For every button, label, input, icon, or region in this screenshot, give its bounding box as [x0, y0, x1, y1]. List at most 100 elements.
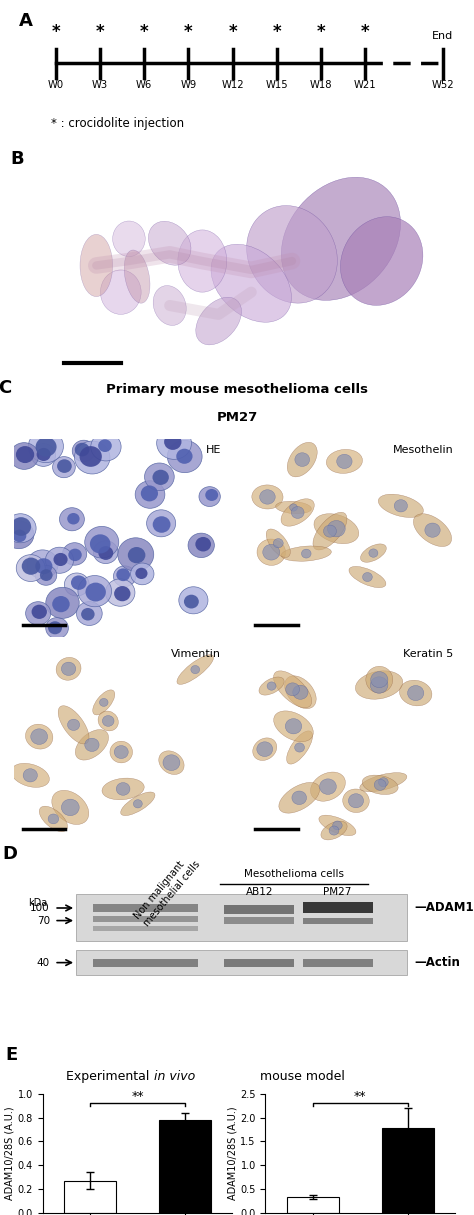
Ellipse shape — [39, 807, 67, 831]
Ellipse shape — [178, 230, 227, 292]
Circle shape — [146, 510, 176, 537]
Text: Experimental: Experimental — [66, 1070, 154, 1084]
Text: Vimentin: Vimentin — [171, 649, 221, 659]
Circle shape — [53, 457, 75, 477]
Circle shape — [374, 779, 386, 790]
Text: PM27: PM27 — [323, 887, 352, 898]
Circle shape — [93, 541, 118, 564]
Circle shape — [329, 826, 339, 835]
Text: * : crocidolite injection: * : crocidolite injection — [52, 118, 184, 130]
Text: in vivo: in vivo — [154, 1070, 195, 1084]
Circle shape — [90, 535, 110, 554]
Ellipse shape — [279, 782, 319, 813]
Circle shape — [72, 440, 95, 462]
Circle shape — [71, 576, 87, 590]
Text: *: * — [95, 23, 104, 41]
Ellipse shape — [356, 671, 403, 699]
Text: 100: 100 — [30, 903, 50, 912]
Circle shape — [100, 699, 108, 706]
Bar — [64, 1181, 116, 1213]
Text: W6: W6 — [136, 80, 152, 90]
Bar — [93, 904, 198, 912]
Circle shape — [114, 586, 130, 601]
Ellipse shape — [259, 677, 284, 695]
Circle shape — [46, 547, 73, 573]
Circle shape — [46, 587, 79, 618]
Circle shape — [5, 514, 36, 543]
Circle shape — [116, 782, 130, 796]
Ellipse shape — [93, 690, 115, 714]
Ellipse shape — [159, 751, 184, 774]
Circle shape — [63, 543, 87, 565]
Circle shape — [195, 537, 211, 552]
Bar — [303, 917, 373, 925]
Ellipse shape — [343, 789, 369, 813]
Ellipse shape — [314, 514, 359, 543]
Circle shape — [85, 583, 106, 601]
Circle shape — [57, 459, 72, 473]
Circle shape — [31, 729, 47, 745]
Text: 70: 70 — [37, 916, 50, 926]
Circle shape — [26, 601, 51, 625]
Circle shape — [205, 488, 218, 501]
Circle shape — [191, 666, 200, 673]
Ellipse shape — [366, 666, 393, 693]
Text: **: ** — [131, 1090, 144, 1103]
Circle shape — [85, 526, 119, 558]
Circle shape — [370, 677, 388, 694]
Circle shape — [323, 525, 337, 537]
Ellipse shape — [349, 566, 386, 588]
Text: W18: W18 — [310, 80, 332, 90]
Circle shape — [333, 821, 342, 830]
Ellipse shape — [113, 221, 145, 256]
Circle shape — [28, 430, 64, 463]
Circle shape — [48, 814, 59, 824]
Circle shape — [67, 719, 80, 730]
Text: *: * — [184, 23, 192, 41]
Ellipse shape — [319, 815, 356, 836]
Text: Non malignant
mesothelial cells: Non malignant mesothelial cells — [133, 852, 202, 928]
Circle shape — [141, 486, 158, 502]
Text: W0: W0 — [47, 80, 64, 90]
Ellipse shape — [102, 778, 144, 799]
Ellipse shape — [121, 792, 155, 815]
Circle shape — [291, 507, 304, 519]
Circle shape — [199, 487, 220, 507]
Ellipse shape — [413, 514, 452, 547]
Text: W15: W15 — [265, 80, 288, 90]
Bar — [76, 950, 408, 974]
Circle shape — [145, 463, 174, 491]
Text: Keratin 5: Keratin 5 — [403, 649, 453, 659]
Ellipse shape — [75, 729, 109, 761]
Circle shape — [164, 434, 182, 450]
Ellipse shape — [80, 234, 113, 296]
Circle shape — [23, 769, 37, 782]
Circle shape — [319, 779, 337, 795]
Circle shape — [114, 746, 128, 758]
Text: *: * — [228, 23, 237, 41]
Ellipse shape — [58, 706, 89, 744]
Circle shape — [285, 718, 302, 734]
Ellipse shape — [124, 250, 150, 304]
Circle shape — [179, 587, 208, 614]
Circle shape — [99, 547, 113, 560]
Ellipse shape — [52, 790, 89, 825]
Ellipse shape — [378, 495, 423, 518]
Ellipse shape — [98, 711, 118, 731]
Circle shape — [328, 520, 345, 537]
Ellipse shape — [211, 244, 292, 322]
Circle shape — [257, 742, 273, 757]
Circle shape — [136, 567, 147, 580]
Circle shape — [52, 597, 70, 612]
Text: *: * — [140, 23, 148, 41]
Bar — [159, 1120, 211, 1213]
Circle shape — [40, 569, 53, 581]
Circle shape — [113, 566, 136, 587]
Text: W12: W12 — [221, 80, 244, 90]
Text: D: D — [2, 844, 17, 863]
Ellipse shape — [253, 738, 277, 761]
Y-axis label: ADAM10/28S (A.U.): ADAM10/28S (A.U.) — [5, 1107, 15, 1200]
Circle shape — [263, 544, 280, 560]
Bar — [76, 894, 408, 942]
Text: PM27: PM27 — [216, 411, 258, 424]
